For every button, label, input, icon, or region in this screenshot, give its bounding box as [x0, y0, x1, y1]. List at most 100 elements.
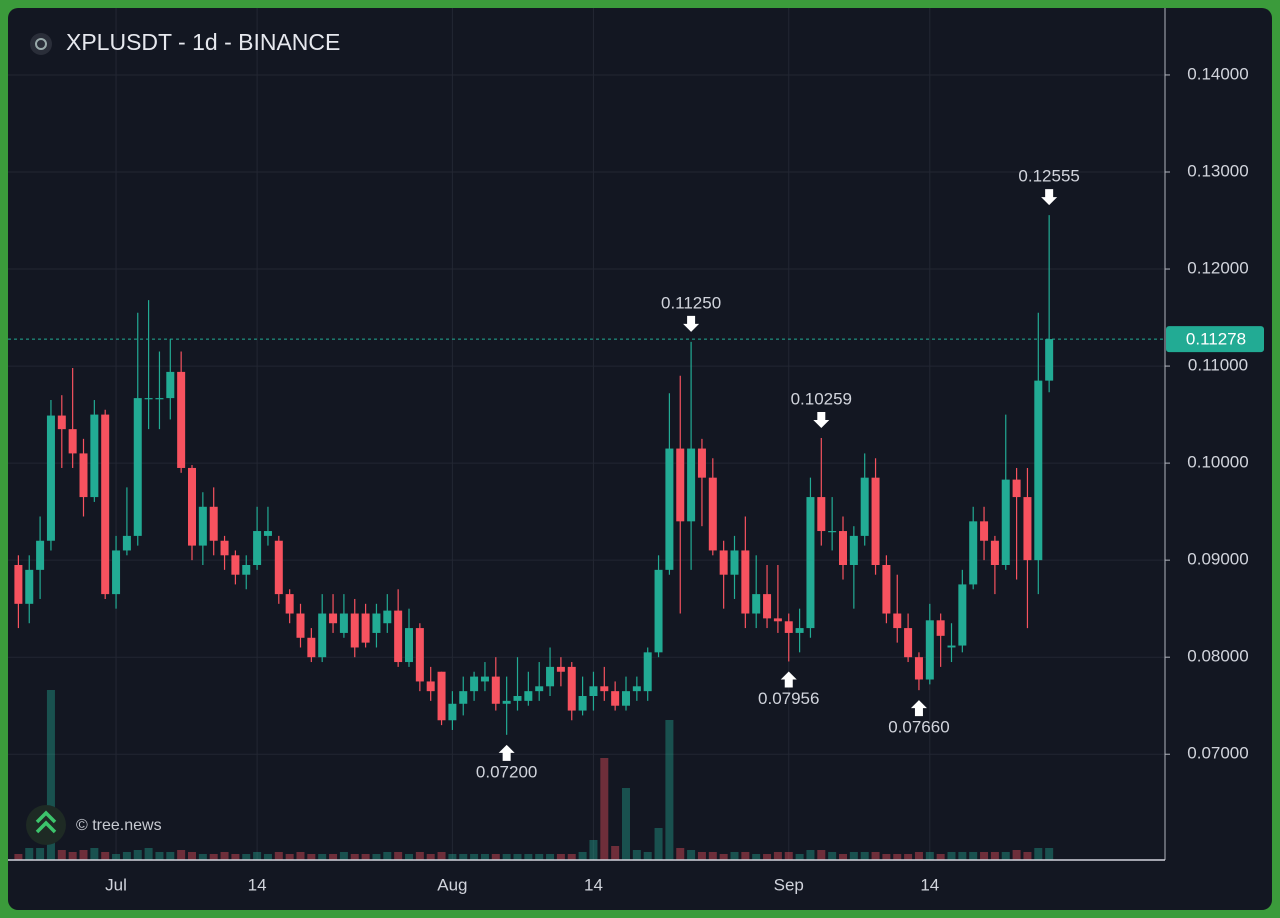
volume-bar	[665, 720, 674, 860]
volume-bar	[112, 854, 121, 860]
candle-body	[263, 531, 272, 536]
volume-bar	[969, 852, 978, 860]
volume-bar	[763, 854, 772, 860]
candle-body	[893, 613, 902, 629]
candle-body	[350, 613, 359, 648]
volume-bar	[730, 852, 739, 860]
y-tick-label: 0.12000	[1187, 259, 1248, 278]
volume-bar	[372, 854, 381, 860]
volume-bar	[546, 854, 555, 860]
annotation-arrow	[1041, 189, 1058, 206]
candle-body	[1012, 479, 1021, 498]
volume-bar	[784, 852, 793, 860]
candles	[14, 215, 1054, 735]
y-tick-label: 0.13000	[1187, 161, 1248, 180]
candle-body	[676, 448, 685, 522]
volume-bar	[925, 852, 934, 860]
candle-body	[589, 686, 598, 697]
candle-body	[567, 666, 576, 711]
volume-bar	[752, 854, 761, 860]
volume-bar	[773, 852, 782, 860]
volume-bar	[1012, 850, 1021, 860]
volume-bar	[25, 848, 34, 860]
last-price-box	[1166, 326, 1264, 353]
symbol-icon-ring	[35, 38, 47, 50]
candle-body	[329, 613, 338, 624]
x-tick-label: Aug	[437, 875, 467, 894]
volume-bar	[415, 852, 424, 860]
candle-body	[925, 620, 934, 680]
volume-bar	[329, 854, 338, 860]
candle-body	[46, 415, 55, 541]
annotation-label: 0.07660	[888, 718, 949, 737]
candle-body	[25, 569, 34, 604]
candle-body	[502, 700, 511, 704]
candle-body	[687, 448, 696, 522]
watermark-chevrons	[35, 810, 57, 834]
volume-bar	[101, 852, 110, 860]
candle-body	[426, 681, 435, 692]
y-tick-label: 0.11000	[1188, 356, 1248, 375]
annotation-arrow	[813, 411, 830, 428]
candle-body	[394, 610, 403, 663]
volume-bar	[296, 852, 305, 860]
volume-bar	[361, 854, 370, 860]
volume-bar	[144, 848, 153, 860]
volume-bar	[448, 854, 457, 860]
volume-bar	[839, 854, 847, 860]
annotation-arrow	[780, 671, 797, 688]
volume-bar	[632, 850, 641, 860]
candle-body	[220, 540, 229, 556]
volume-bar	[491, 854, 500, 860]
annotation-label: 0.10259	[791, 389, 852, 408]
candle-body	[839, 531, 847, 566]
candle-body	[535, 686, 544, 692]
volume-bar	[719, 854, 728, 860]
candle-body	[57, 415, 66, 430]
candle-body	[339, 613, 348, 633]
volume-bar	[307, 854, 316, 860]
x-tick-label: 14	[584, 875, 603, 894]
volume-bar	[426, 854, 435, 860]
candle-body	[784, 621, 793, 633]
candle-body	[14, 565, 23, 604]
volume-bar	[643, 852, 652, 860]
volume-bar	[860, 852, 869, 860]
candle-body	[491, 676, 500, 704]
volume-bar	[253, 852, 262, 860]
x-tick-label: 14	[248, 875, 267, 894]
candle-body	[556, 666, 565, 672]
grid	[8, 8, 1165, 860]
volume-bar	[285, 854, 294, 860]
volume-bar	[1023, 852, 1032, 860]
candle-body	[708, 477, 717, 551]
candle-body	[242, 565, 251, 575]
volume-bar	[46, 690, 55, 860]
candle-body	[90, 414, 99, 498]
candle-body	[806, 497, 815, 629]
volume-bar	[882, 854, 891, 860]
candle-body	[415, 628, 424, 682]
volume-bar	[990, 852, 999, 860]
y-tick-label: 0.08000	[1187, 647, 1248, 666]
candle-body	[383, 610, 392, 624]
volume-bar	[133, 850, 142, 860]
candle-body	[112, 550, 121, 595]
candle-body	[361, 613, 370, 643]
volume-bar	[589, 840, 598, 860]
candle-body	[969, 521, 978, 585]
candle-body	[405, 628, 413, 663]
volume-bar	[611, 846, 620, 860]
candle-body	[578, 696, 587, 711]
annotation-label: 0.07200	[476, 762, 537, 781]
candle-body	[546, 666, 555, 687]
candle-body	[600, 686, 609, 692]
candle-body	[285, 594, 294, 614]
candle-body	[513, 696, 522, 701]
candle-body	[209, 506, 218, 541]
volume-bar	[437, 852, 446, 860]
volume-bar	[687, 850, 696, 860]
volume-bar	[524, 854, 533, 860]
volume-bar	[90, 848, 99, 860]
symbol-icon	[30, 33, 52, 55]
